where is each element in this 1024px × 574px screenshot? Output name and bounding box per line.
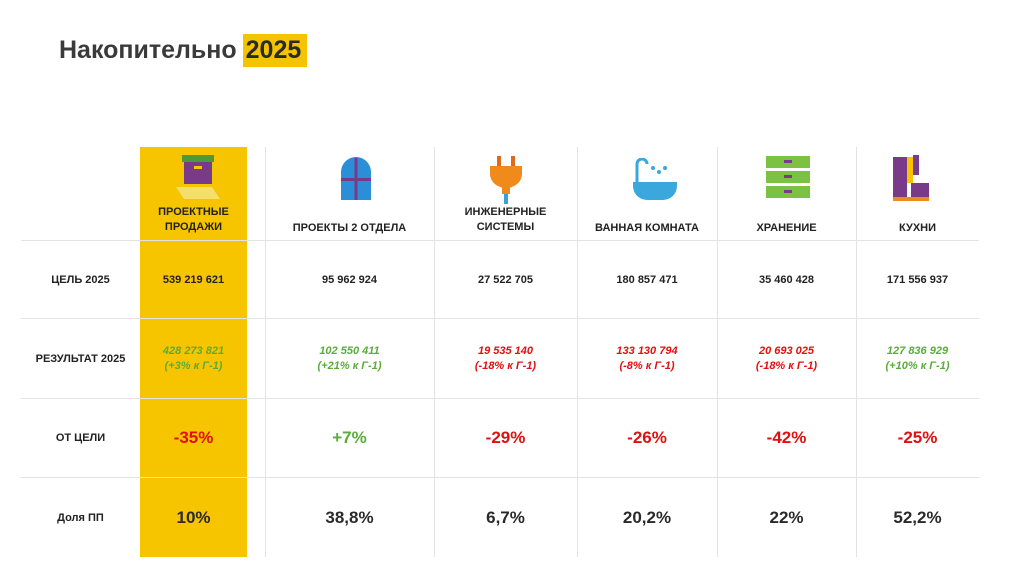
column-header-bathroom: ВАННАЯ КОМНАТА — [595, 221, 699, 234]
column-divider — [265, 147, 266, 557]
vs-goal-value: +7% — [332, 428, 367, 447]
window-icon — [341, 157, 371, 200]
result-value: 428 273 821 (+3% к Г-1) — [162, 344, 225, 372]
title-year: 2025 — [242, 34, 308, 67]
share-value: 10% — [176, 507, 211, 527]
result-value: 19 535 140 (-18% к Г-1) — [474, 344, 537, 372]
row-label-result: РЕЗУЛЬТАТ 2025 — [35, 352, 126, 365]
column-divider — [717, 147, 718, 557]
row-label-share: Доля ПП — [57, 511, 104, 524]
row-divider — [21, 240, 979, 241]
result-value: 20 693 025 (-18% к Г-1) — [755, 344, 818, 372]
column-divider — [856, 147, 857, 557]
result-value: 133 130 794 (-8% к Г-1) — [616, 344, 678, 372]
column-divider — [434, 147, 435, 557]
result-value: 102 550 411 (+21% к Г-1) — [317, 344, 382, 372]
column-header-project-sales: ПРОЕКТНЫЕ ПРОДАЖИ — [158, 206, 229, 233]
result-value: 127 836 929 (+10% к Г-1) — [885, 344, 950, 372]
vs-goal-value: -35% — [173, 428, 214, 447]
drawers-icon — [766, 156, 810, 198]
row-label-vs-goal: ОТ ЦЕЛИ — [55, 432, 106, 444]
goal-value: 539 219 621 — [162, 273, 225, 286]
share-value: 38,8% — [325, 507, 374, 527]
plug-icon — [490, 156, 522, 204]
box-icon — [176, 155, 220, 199]
vs-goal-value: -29% — [485, 428, 526, 447]
column-divider — [577, 147, 578, 557]
column-header-dept2-projects: ПРОЕКТЫ 2 ОТДЕЛА — [292, 221, 407, 234]
column-header-kitchens: КУХНИ — [898, 221, 937, 234]
vs-goal-value: -42% — [766, 428, 807, 447]
column-header-storage: ХРАНЕНИЕ — [756, 221, 817, 234]
highlight-column — [140, 147, 247, 557]
row-divider — [21, 477, 979, 478]
share-value: 20,2% — [622, 507, 672, 527]
row-label-goal: ЦЕЛЬ 2025 — [51, 273, 110, 286]
bathtub-icon — [633, 158, 677, 200]
column-header-engineering-systems: ИНЖЕНЕРНЫЕ СИСТЕМЫ — [464, 206, 547, 233]
row-divider — [21, 398, 979, 399]
goal-value: 95 962 924 — [321, 273, 378, 286]
page-title: Накопительно 2025 — [59, 34, 308, 67]
share-value: 22% — [769, 507, 804, 527]
vs-goal-value: -25% — [897, 428, 938, 447]
goal-value: 171 556 937 — [886, 273, 949, 286]
title-text: Накопительно — [59, 36, 237, 64]
goal-value: 180 857 471 — [616, 273, 678, 286]
kitchen-icon — [893, 155, 929, 201]
share-value: 6,7% — [486, 507, 525, 527]
vs-goal-value: -26% — [627, 428, 667, 447]
share-value: 52,2% — [893, 507, 942, 527]
row-divider — [21, 318, 979, 319]
goal-value: 35 460 428 — [758, 273, 815, 286]
goal-value: 27 522 705 — [477, 273, 534, 286]
